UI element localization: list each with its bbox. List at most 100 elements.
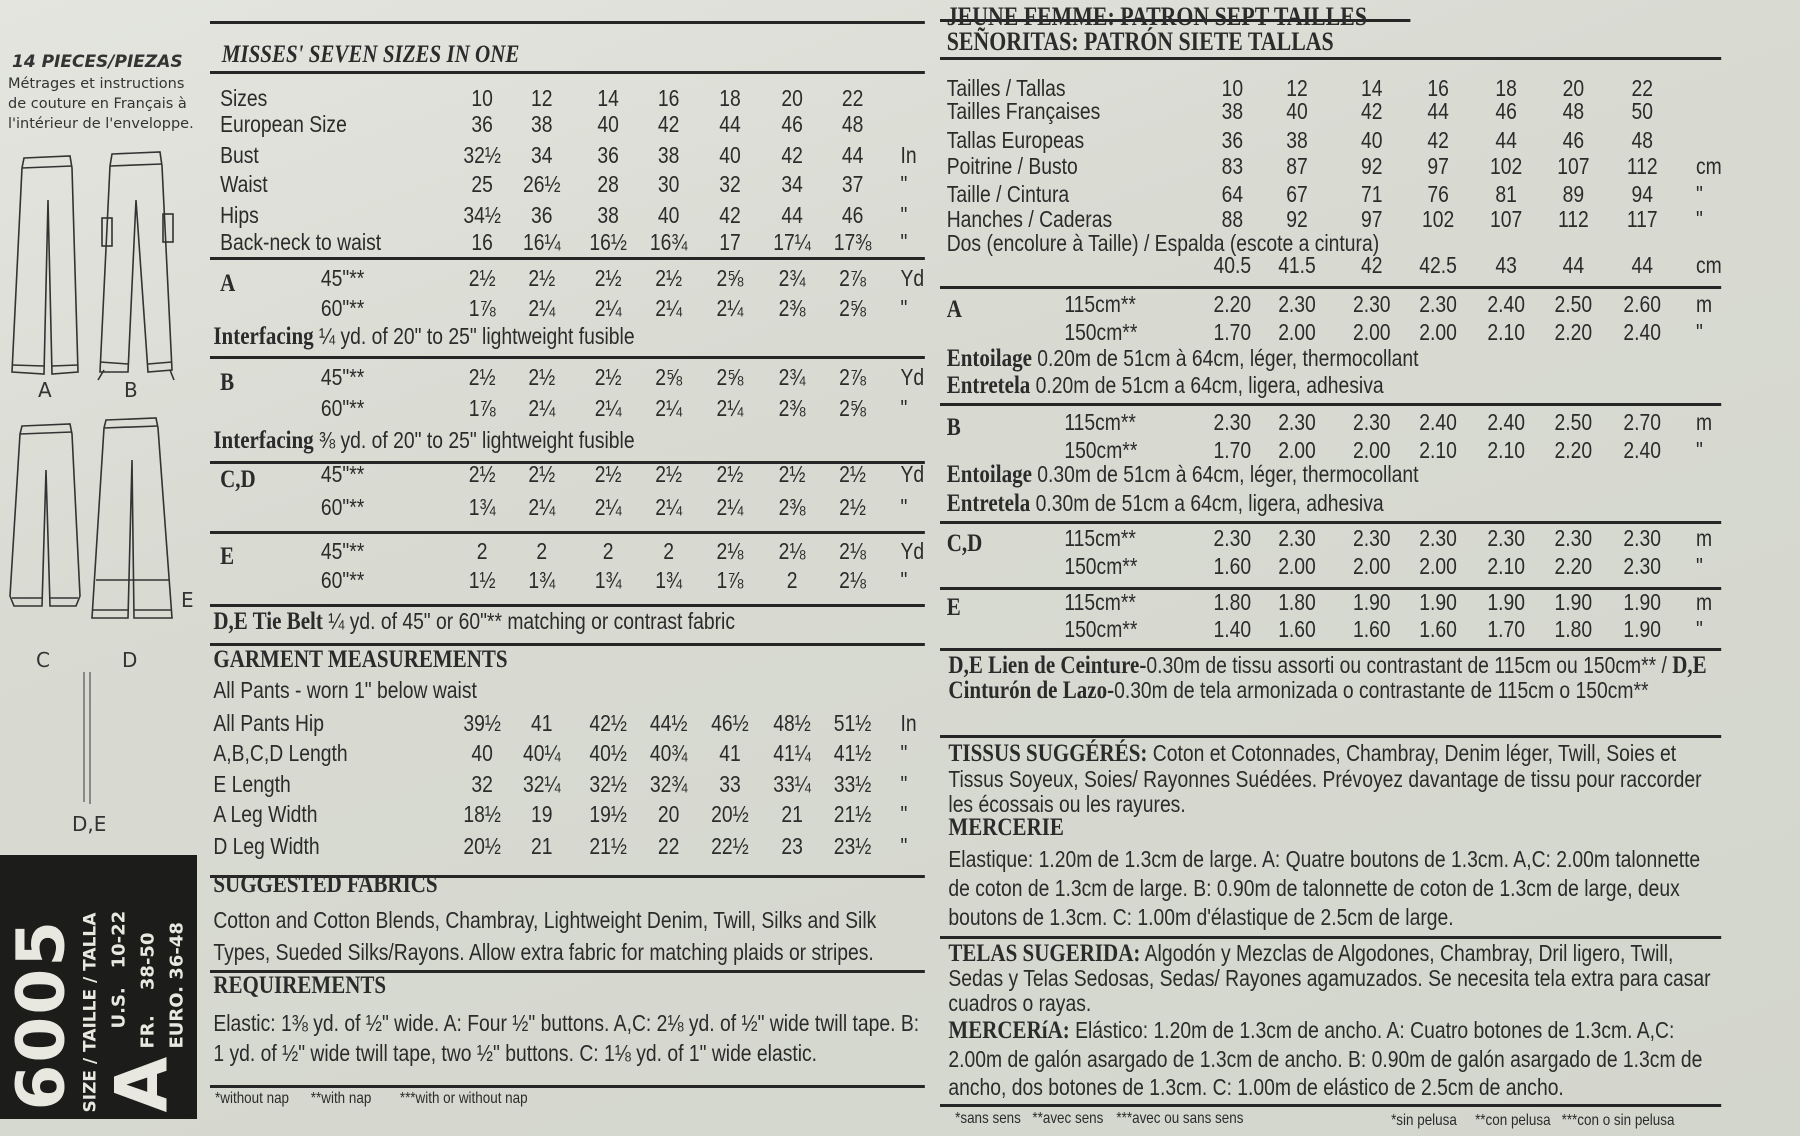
row-label: Taille / Cintura xyxy=(946,181,1070,207)
size-value: 2¼ xyxy=(528,395,556,421)
size-value: 2.50 xyxy=(1554,409,1593,435)
size-value: 33¼ xyxy=(773,771,811,797)
view-label-d: D xyxy=(122,648,138,672)
row-label: Tailles Françaises xyxy=(946,98,1101,124)
row-label: E Length xyxy=(213,771,291,797)
size-value: 2⅛ xyxy=(839,567,867,593)
divider xyxy=(210,604,925,607)
size-value: 44 xyxy=(781,202,803,228)
size-value: 10 xyxy=(1221,75,1244,101)
view-letter: B xyxy=(220,369,235,396)
row-label: Sizes xyxy=(220,85,268,111)
size-range-value: 36-48 xyxy=(166,922,188,980)
divider xyxy=(210,1085,925,1088)
size-value: 2⅞ xyxy=(839,364,867,390)
size-value: 30 xyxy=(657,171,680,197)
size-value: 22 xyxy=(1631,75,1653,101)
unit-label: " xyxy=(1696,206,1703,232)
size-value: 2⅞ xyxy=(839,265,867,291)
size-value: 2 xyxy=(536,538,548,564)
size-value: 2¼ xyxy=(655,395,683,421)
size-value: 2⅝ xyxy=(655,364,683,390)
size-value: 16 xyxy=(1427,75,1449,101)
size-value: 88 xyxy=(1221,206,1244,232)
mercerie-text: Elastique: 1.20m de 1.3cm de large. A: Q… xyxy=(948,845,1716,932)
fabric-width: 60"** xyxy=(320,295,365,321)
size-value: 36 xyxy=(1221,127,1244,153)
size-value: 44½ xyxy=(649,710,688,736)
size-value: 64 xyxy=(1221,181,1244,207)
footnote: ***con o sin pelusa xyxy=(1561,1112,1675,1129)
size-value: 2.40 xyxy=(1419,409,1457,435)
pants-line-drawings xyxy=(9,151,175,804)
size-value: 2¼ xyxy=(716,494,744,520)
size-value: 1.90 xyxy=(1554,589,1593,615)
size-value: 16¾ xyxy=(649,229,688,255)
divider xyxy=(940,936,1722,939)
size-value: 34½ xyxy=(463,202,501,228)
size-value: 23½ xyxy=(833,833,872,859)
row-label: European Size xyxy=(220,111,347,137)
size-value: 2⅛ xyxy=(778,538,806,564)
size-value: 87 xyxy=(1286,153,1308,179)
size-value: 16 xyxy=(657,85,680,111)
size-value: 1.90 xyxy=(1352,589,1391,615)
section-text: 0.30m de tela armonizada o contrastante … xyxy=(1114,677,1649,703)
footnote: *without nap xyxy=(215,1090,290,1107)
suggested-fabrics-text: Cotton and Cotton Blends, Chambray, Ligh… xyxy=(213,904,921,968)
size-value: 46 xyxy=(781,111,803,137)
size-value: 32¾ xyxy=(649,771,688,797)
divider xyxy=(940,587,1722,590)
section-text: Elástico: 1.20m de 1.3cm de ancho. A: Cu… xyxy=(948,1017,1703,1100)
size-value: 2.00 xyxy=(1419,553,1457,579)
size-value: 2.00 xyxy=(1419,319,1457,345)
row-label: Tailles / Tallas xyxy=(946,75,1066,101)
unit-label: " xyxy=(900,567,908,593)
interfacing-label: Entoilage xyxy=(946,461,1032,488)
size-value: 1.80 xyxy=(1213,589,1252,615)
size-value: 2.30 xyxy=(1352,291,1391,317)
size-value: 26½ xyxy=(522,171,561,197)
size-value: 2.30 xyxy=(1419,291,1457,317)
size-value: 2¼ xyxy=(594,395,622,421)
size-value: 2¼ xyxy=(716,295,744,321)
size-value: 2.00 xyxy=(1352,437,1391,463)
tissus-text: TISSUS SUGGÉRÉS: Coton et Cotonnades, Ch… xyxy=(948,740,1716,818)
interfacing-text: ⅜ yd. of 20" to 25" lightweight fusible xyxy=(319,427,635,453)
size-range-label: EURO. xyxy=(166,985,188,1049)
size-value: 20 xyxy=(1562,75,1585,101)
size-value: 2.60 xyxy=(1623,291,1662,317)
size-value: 32¼ xyxy=(522,771,561,797)
size-value: 2¼ xyxy=(655,295,683,321)
size-value: 40 xyxy=(657,202,680,228)
size-value: 1.70 xyxy=(1213,319,1252,345)
size-value: 2.30 xyxy=(1278,525,1316,551)
size-value: 1¾ xyxy=(468,494,496,520)
divider xyxy=(940,403,1722,406)
size-value: 20½ xyxy=(463,833,501,859)
french-instructions-note: Métrages et instructions de couture en F… xyxy=(8,74,194,134)
section-text: Elastique: 1.20m de 1.3cm de large. A: Q… xyxy=(948,846,1701,930)
size-value: 94 xyxy=(1631,181,1653,207)
row-label: A,B,C,D Length xyxy=(213,740,348,766)
size-value: 38 xyxy=(657,142,680,168)
size-value: 2.40 xyxy=(1623,319,1662,345)
size-value: 2⅛ xyxy=(716,538,744,564)
size-value: 71 xyxy=(1361,181,1383,207)
size-value: 2⅝ xyxy=(716,364,744,390)
size-value: 1.90 xyxy=(1487,589,1525,615)
size-value: 20½ xyxy=(711,801,749,827)
size-value: 2.40 xyxy=(1623,437,1662,463)
divider xyxy=(940,1104,1722,1107)
row-label: A Leg Width xyxy=(213,801,318,827)
size-value: 42 xyxy=(1361,252,1383,278)
section-text: Coton et Cotonnades, Chambray, Denim lég… xyxy=(948,740,1702,817)
size-value: 2.50 xyxy=(1554,291,1593,317)
section-text: Algodón y Mezclas de Algodones, Chambray… xyxy=(948,940,1711,1016)
divider xyxy=(210,970,925,973)
size-value: 2.00 xyxy=(1352,553,1391,579)
size-range-euro: EURO. 36-48 xyxy=(163,911,192,1049)
view-letter: C,D xyxy=(220,466,256,493)
size-value: 33½ xyxy=(833,771,872,797)
size-value: 32 xyxy=(471,771,493,797)
